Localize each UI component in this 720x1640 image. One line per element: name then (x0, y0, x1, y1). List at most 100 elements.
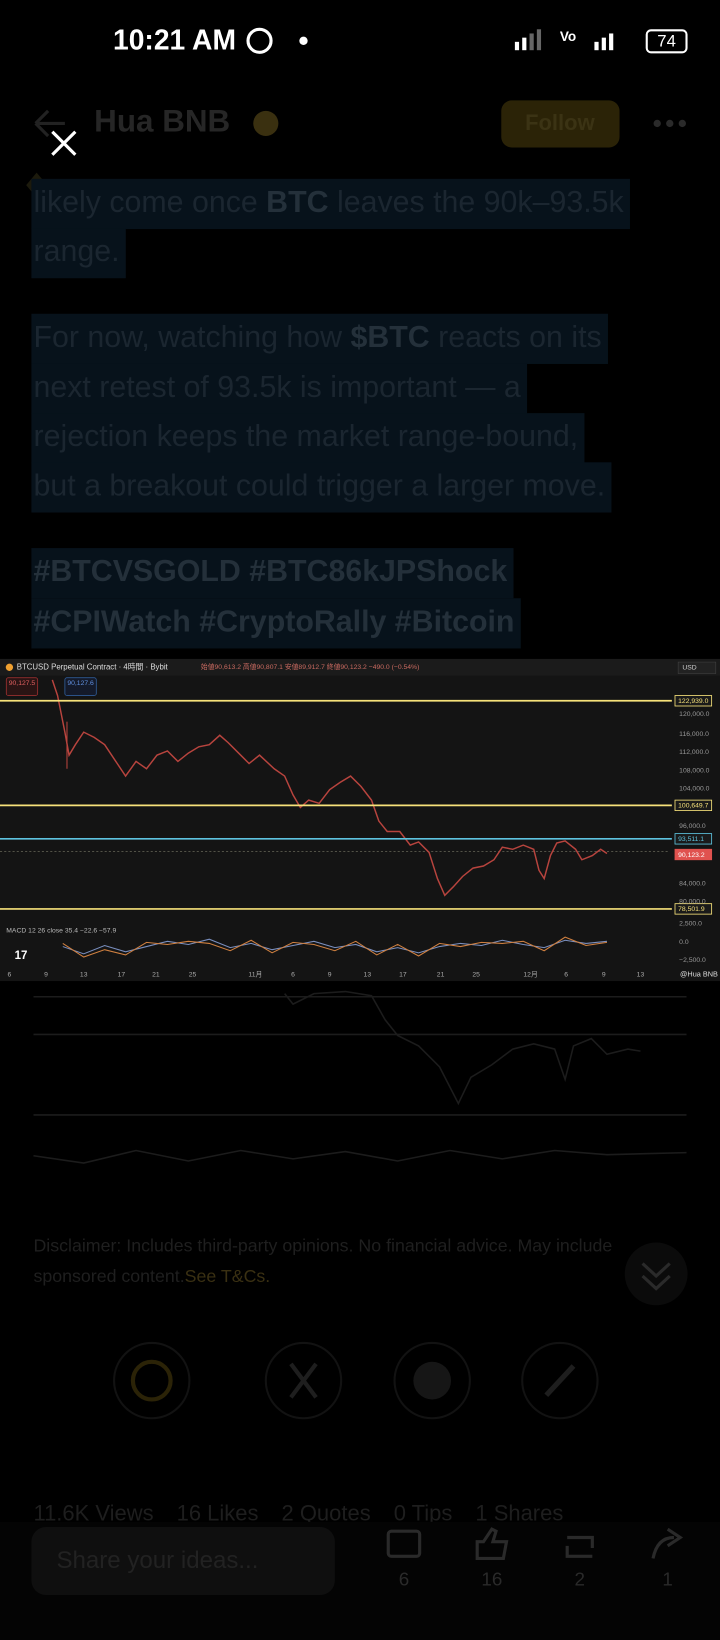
text-highlight (31, 462, 612, 513)
price-axis-label: 116,000.0 (679, 731, 709, 738)
watermark: @Hua BNB (680, 970, 718, 979)
link-icon (544, 1364, 576, 1398)
price-axis-label: −2,500.0 (679, 957, 706, 964)
time-axis-label: 11月 (248, 971, 262, 979)
text-highlight (31, 548, 514, 599)
terms-link[interactable]: See T&Cs. (185, 1266, 271, 1286)
time-axis-label: 17 (118, 972, 126, 979)
article-line: but a breakout could trigger a larger mo… (33, 469, 605, 502)
text-highlight (31, 598, 521, 649)
chart-title: BTCUSD Perpetual Contract · 4時間 · Bybit (17, 662, 169, 671)
text-run: next retest of 93.5k is important — a (33, 371, 520, 404)
text-highlight (31, 228, 126, 279)
buy-price: 90,127.6 (67, 680, 94, 687)
disclaimer-line: sponsored content. (33, 1266, 184, 1286)
sell-price: 90,127.5 (9, 680, 36, 687)
stat: 2 Quotes (282, 1500, 371, 1525)
level-tag (674, 695, 713, 707)
time-axis-label: 13 (80, 972, 88, 979)
text-run: #CPIWatch #CryptoRally #Bitcoin (33, 605, 514, 638)
text-run: range. (33, 235, 119, 268)
time-axis-label: 9 (328, 972, 332, 979)
text-highlight (31, 363, 528, 415)
back-icon[interactable] (34, 109, 65, 138)
time-axis-label: 21 (437, 972, 445, 979)
article-line: range. (33, 235, 119, 268)
text-run: rejection keeps the market range-bound, (33, 420, 578, 453)
text-run: leaves the 90k–93.5k (329, 186, 625, 219)
time-axis-label: 13 (364, 972, 372, 979)
article-line: next retest of 93.5k is important — a (33, 371, 520, 404)
level-label: 122,939.0 (678, 698, 708, 705)
disclaimer-line: Disclaimer: Includes third-party opinion… (33, 1235, 612, 1255)
chevron-icon (641, 1262, 671, 1291)
time-axis-label: 6 (564, 972, 568, 979)
level-tag (674, 903, 713, 915)
level-label: 90,123.2 (678, 852, 705, 859)
text-run: reacts on its (430, 321, 602, 354)
text-run: BTC (266, 186, 328, 219)
more-icon[interactable] (653, 119, 686, 128)
whatsapp-share-icon (413, 1361, 452, 1400)
follow-label: Follow (525, 110, 595, 135)
time-axis-label: 21 (152, 972, 160, 979)
currency: USD (682, 665, 696, 672)
share-input[interactable] (31, 1527, 335, 1596)
action-icons[interactable] (386, 1527, 684, 1560)
level-tag (674, 799, 713, 812)
action-count: 16 (481, 1568, 502, 1589)
time-axis-label: 13 (637, 972, 645, 979)
text-run: For now, watching how (33, 321, 350, 354)
follow-button[interactable] (501, 100, 620, 148)
stat: 0 Tips (394, 1500, 453, 1525)
time-axis-label: 25 (189, 972, 197, 979)
time-axis-label: 12月 (523, 971, 537, 979)
text-run: but a breakout could trigger a larger mo… (33, 469, 605, 502)
price-axis-label: 104,000.0 (679, 785, 709, 792)
price-axis-label: 0.0 (679, 939, 689, 946)
price-axis-label: 108,000.0 (679, 768, 709, 775)
text-highlight (31, 178, 630, 230)
close-button[interactable] (51, 130, 77, 156)
price-axis-label: 2,500.0 (679, 920, 702, 927)
level-label: 93,511.1 (678, 836, 704, 843)
article-line: #CPIWatch #CryptoRally #Bitcoin (33, 605, 514, 638)
price-axis-label: 120,000.0 (679, 711, 709, 718)
stat: 1 Shares (475, 1500, 563, 1525)
price-axis-label: 84,000.0 (679, 881, 706, 888)
tip-icon (130, 1359, 173, 1402)
action-count: 2 (575, 1568, 585, 1589)
svg-text:Vo: Vo (560, 29, 576, 44)
indicator-label: MACD 12 26 close 35.4 −22.6 −57.9 (6, 928, 116, 935)
article: likely come once BTC leaves the 90k–93.5… (31, 178, 630, 649)
share-icons[interactable] (113, 1341, 599, 1420)
chart-image: BTCUSD Perpetual Contract · 4時間 · Bybit … (0, 658, 720, 982)
text-run: $BTC (351, 321, 430, 354)
time-axis-label: 9 (602, 972, 606, 979)
level-label: 78,501.9 (678, 906, 705, 913)
share-placeholder: Share your ideas... (57, 1547, 259, 1574)
text-run: #BTCVSGOLD #BTC86kJPShock (33, 555, 507, 588)
ohlc: 始値90,613.2 高値90,807.1 安値89,912.7 終値90,12… (201, 662, 419, 671)
time-axis-label: 17 (399, 972, 407, 979)
level-tag (674, 848, 713, 861)
whatsapp-icon (246, 27, 273, 54)
time-axis-label: 6 (291, 972, 295, 979)
author-name[interactable]: Hua BNB (94, 104, 230, 139)
battery-level: 74 (657, 31, 676, 50)
time-axis-label: 25 (472, 972, 480, 979)
x-icon (289, 1362, 318, 1399)
stat: 11.6K Views (33, 1500, 153, 1525)
time-axis-label: 6 (8, 972, 12, 979)
action-count: 6 (399, 1568, 409, 1589)
tv-logo: 17 (15, 950, 28, 962)
text-highlight (31, 413, 585, 464)
level-label: 100,649.7 (678, 803, 708, 810)
signal-icons: Vo (514, 29, 614, 51)
faded-chart (33, 990, 687, 1164)
stat: 16 Likes (177, 1500, 259, 1525)
article-line: rejection keeps the market range-bound, (33, 420, 578, 453)
article-line: #BTCVSGOLD #BTC86kJPShock (33, 555, 507, 588)
